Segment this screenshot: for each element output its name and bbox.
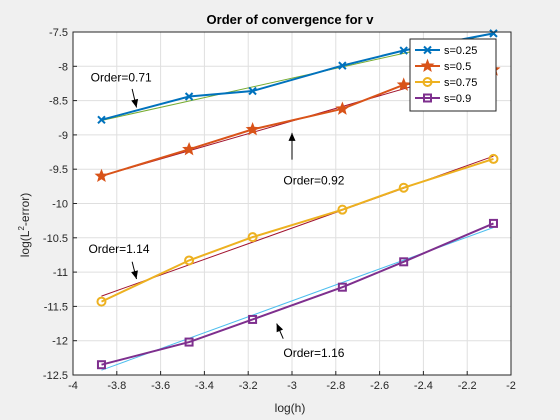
y-axis-label-tail: -error) [18,193,32,226]
y-tick-label: -12.5 [43,370,68,382]
x-axis-label: log(h) [275,401,306,415]
legend: s=0.25 s=0.5 s=0.75 s=0.9 [409,38,497,112]
y-tick-label: -11.5 [44,301,68,313]
arrow-head [276,323,284,333]
x-tick-label: -3.2 [239,380,258,392]
order-annotation: Order=1.14 [88,242,149,256]
legend-entry: s=0.9 [415,93,471,105]
y-axis-label-sup: 2 [17,226,26,231]
data-point [248,86,257,96]
legend-label: s=0.5 [444,61,471,73]
legend-entry: s=0.25 [415,45,477,57]
y-tick-label: -8.5 [49,96,68,108]
x-tick-label: -2.6 [370,380,389,392]
data-point [182,141,197,156]
order-annotation: Order=1.16 [283,346,344,360]
data-point [398,182,409,193]
data-point [399,257,409,267]
data-point [184,255,195,266]
legend-label: s=0.75 [444,77,477,89]
series-3 [96,153,499,307]
chart-title: Order of convergence for v [207,12,375,27]
data-point [488,218,498,228]
legend-marker [423,45,432,55]
arrow-head [288,132,296,141]
x-tick-label: -3 [287,380,297,392]
y-tick-label: -10 [52,199,68,211]
x-tick-label: -2 [506,380,516,392]
data-point [396,77,411,91]
legend-marker [422,77,433,87]
x-tick-label: -2.4 [414,380,433,392]
data-point [337,204,348,215]
legend-marker [423,93,432,103]
data-point [96,296,107,307]
y-tick-label: -9 [58,130,68,142]
x-tick-label: -2.2 [458,380,477,392]
x-tick-label: -3.8 [107,380,126,392]
x-tick-label: -3.4 [195,380,214,392]
data-point [245,122,260,136]
y-tick-label: -10.5 [43,233,68,245]
legend-entry: s=0.75 [415,77,477,89]
y-axis-ticks: -12.5 -12 -11.5 -11 -10.5 -10 -9.5 -9 -8.5 -8 -7.5 [43,27,77,382]
series-4 [96,218,498,370]
x-tick-label: -2.8 [326,380,345,392]
data-point [184,92,194,101]
x-axis-ticks: -4 -3.8 -3.6 -3.4 -3.2 -3 -2.8 -2.6 -2.4 -2.2 -2 [68,371,516,392]
x-tick-label: -4 [68,380,78,392]
data-point [489,29,498,38]
legend-entry: s=0.5 [415,58,471,73]
data-point [247,232,258,243]
data-point [184,337,194,347]
data-point [399,46,408,55]
annotations: Order=0.71 Order=0.92 Order=1.14 Order=1.16 [88,70,344,360]
y-tick-label: -9.5 [49,164,68,176]
order-annotation: Order=0.71 [91,70,152,84]
data-point [97,115,106,125]
y-axis-label-main: log(L [18,230,32,257]
legend-label: s=0.9 [444,93,471,105]
data-point [96,360,106,370]
series-line [101,157,494,303]
y-tick-label: -12 [52,336,68,348]
data-point [94,168,109,183]
order-annotation: Order=0.92 [283,173,344,187]
y-tick-label: -11 [53,267,68,279]
y-tick-label: -7.5 [49,27,68,39]
arrow-head [131,98,139,108]
legend-marker [420,58,435,73]
data-point [248,314,258,324]
legend-label: s=0.25 [444,45,477,57]
series-line [101,222,494,366]
data-point [335,101,350,115]
data-point [337,282,347,292]
data-point [488,153,499,164]
y-axis-label: log(L2-error) [17,193,32,257]
data-point [338,61,347,70]
x-tick-label: -3.6 [151,380,170,392]
y-tick-label: -8 [58,61,68,73]
arrow-head [131,270,138,279]
